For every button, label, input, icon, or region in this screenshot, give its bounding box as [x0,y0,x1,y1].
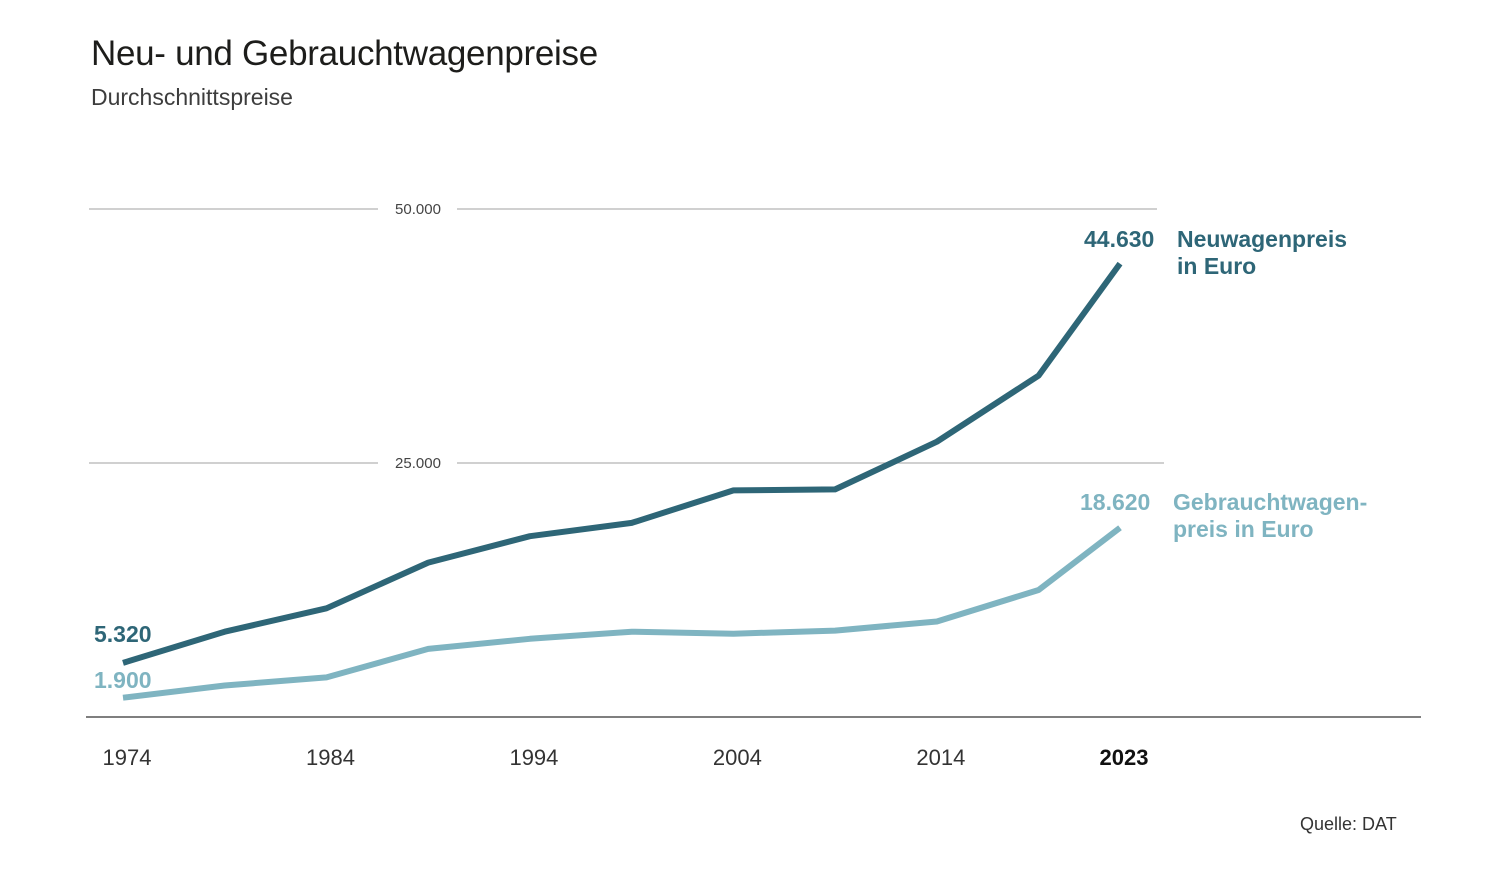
x-tick-label: 2023 [1100,745,1149,770]
series-name-line: in Euro [1177,253,1256,279]
start-value-label-used_car: 1.900 [94,667,152,693]
chart-title: Neu- und Gebrauchtwagenpreise [91,34,598,73]
x-tick-label: 2004 [713,745,762,770]
chart-subtitle: Durchschnittspreise [91,84,293,110]
data-labels: 5.320 44.630 Neuwagenpreis in Euro 1.900 18.6… [94,226,1367,693]
series-name-line: preis in Euro [1173,516,1314,542]
y-tick-label: 25.000 [395,455,441,472]
series-name-label-used_car: Gebrauchtwagen-preis in Euro [1173,489,1367,542]
end-value-label-used_car: 18.620 [1080,489,1150,515]
grid-lines: 25.000 50.000 [89,201,1164,472]
series-line-used_car [122,525,1122,701]
x-tick-label: 1984 [306,745,355,770]
x-tick-label: 2014 [916,745,965,770]
x-tick-label: 1974 [103,745,152,770]
y-tick-label: 50.000 [395,201,441,218]
end-value-label-new_car: 44.630 [1084,226,1154,252]
series-name-line: Neuwagenpreis [1177,226,1347,252]
series-name-line: Gebrauchtwagen- [1173,489,1367,515]
series-lines [122,261,1123,701]
series-line-new_car [122,261,1123,666]
x-tick-label: 1994 [509,745,558,770]
start-value-label-new_car: 5.320 [94,621,152,647]
source-note: Quelle: DAT [1300,814,1397,834]
x-axis: 1974 1984 1994 2004 2014 2023 [86,716,1421,770]
series-name-label-new_car: Neuwagenpreis in Euro [1177,226,1347,279]
